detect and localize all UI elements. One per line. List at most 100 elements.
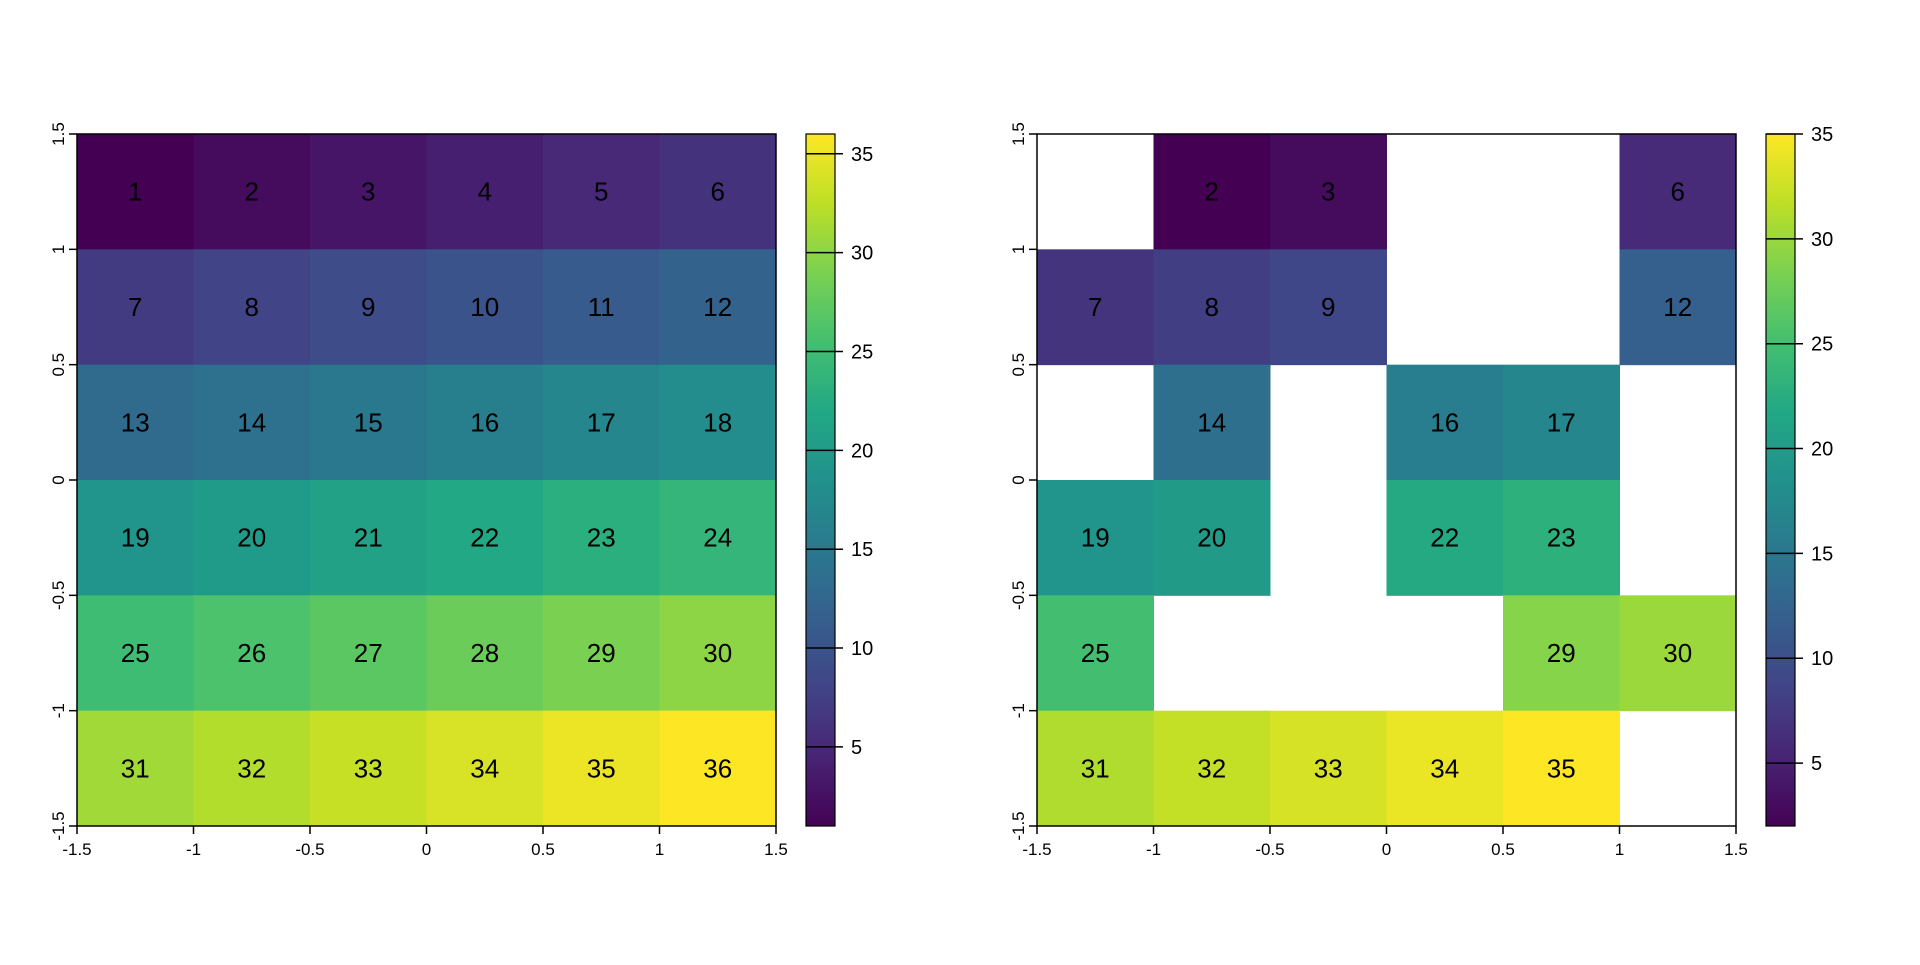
heatmap-cell: [1153, 134, 1271, 250]
heatmap-cell: [310, 249, 427, 366]
cell-label: 9: [1321, 292, 1335, 322]
heatmap-cell: [426, 480, 544, 596]
heatmap-cell: [659, 480, 777, 596]
cell-label: 12: [703, 292, 732, 322]
heatmap-cell: [77, 710, 194, 827]
heatmap-cell: [310, 710, 427, 827]
cell-label: 20: [1197, 523, 1226, 553]
cell-label: 3: [1321, 177, 1335, 207]
heatmap-cell: [193, 134, 311, 250]
x-tick-label: -1: [186, 840, 201, 859]
cell-label: 13: [121, 407, 150, 437]
cell-label: 14: [237, 407, 266, 437]
y-tick-label: 0.5: [49, 353, 68, 377]
cell-label: 24: [703, 523, 732, 553]
cell-label: 27: [354, 638, 383, 668]
heatmap-cell: [1619, 595, 1737, 712]
cell-label: 34: [1430, 753, 1459, 783]
cell-label: 18: [703, 407, 732, 437]
cell-label: 9: [361, 292, 375, 322]
cell-label: 1: [128, 177, 142, 207]
colorbar-tick-label: 20: [1811, 439, 1833, 461]
cell-label: 29: [1547, 638, 1576, 668]
y-tick-label: -1: [49, 703, 68, 718]
cell-label: 19: [121, 523, 150, 553]
heatmap-cell: [77, 480, 194, 596]
heatmap-cell: [193, 364, 311, 481]
x-tick-label: -1.5: [62, 840, 91, 859]
colorbar: [805, 133, 836, 827]
cell-label: 8: [1205, 292, 1219, 322]
y-tick-label: -1.5: [1009, 811, 1028, 840]
heatmap-cell: [1386, 710, 1504, 827]
cell-label: 19: [1081, 523, 1110, 553]
cell-label: 22: [1430, 523, 1459, 553]
heatmap-cell: [193, 480, 311, 596]
heatmap-cell: [1037, 710, 1154, 827]
cell-label: 14: [1197, 407, 1226, 437]
heatmap-cell: [543, 249, 660, 366]
heatmap-cell: [543, 364, 660, 481]
cell-label: 25: [121, 638, 150, 668]
x-tick-label: 0.5: [1491, 840, 1515, 859]
heatmap-cell: [1037, 249, 1154, 366]
colorbar-tick-label: 15: [851, 539, 873, 561]
cell-label: 16: [1430, 407, 1459, 437]
cell-label: 25: [1081, 638, 1110, 668]
y-tick-label: -1.5: [49, 811, 68, 840]
colorbar-tick-label: 25: [851, 341, 873, 363]
heatmap-cell: [310, 134, 427, 250]
y-tick-label: 1: [49, 245, 68, 254]
heatmap-cell: [426, 710, 544, 827]
cell-label: 8: [245, 292, 259, 322]
cell-label: 33: [354, 753, 383, 783]
colorbar-tick-label: 5: [1811, 753, 1822, 775]
heatmap-cell: [193, 249, 311, 366]
cell-label: 7: [128, 292, 142, 322]
heatmap-cell: [659, 595, 777, 712]
cell-label: 21: [354, 523, 383, 553]
y-tick-label: 1.5: [49, 122, 68, 146]
cell-label: 35: [587, 753, 616, 783]
heatmap-cell: [77, 249, 194, 366]
x-tick-label: 1: [1615, 840, 1624, 859]
heatmap-cell: [1153, 710, 1271, 827]
colorbar-tick-label: 35: [851, 144, 873, 166]
colorbar-tick-label: 30: [851, 243, 873, 265]
heatmap-cell: [1503, 364, 1620, 481]
heatmap-cell: [426, 364, 544, 481]
y-tick-label: -0.5: [1009, 581, 1028, 610]
cell-label: 6: [1671, 177, 1685, 207]
x-tick-label: -0.5: [295, 840, 324, 859]
colorbar-tick-label: 20: [851, 440, 873, 462]
cell-label: 23: [1547, 523, 1576, 553]
heatmap-cell: [659, 710, 777, 827]
heatmap-cell: [1270, 134, 1387, 250]
heatmap-cell: [426, 134, 544, 250]
y-tick-label: 0: [1009, 475, 1028, 484]
y-tick-label: 1: [1009, 245, 1028, 254]
colorbar-tick-label: 10: [851, 638, 873, 660]
cell-label: 34: [470, 753, 499, 783]
colorbar-tick-label: 35: [1811, 124, 1833, 146]
cell-label: 20: [237, 523, 266, 553]
x-tick-label: 1: [655, 840, 664, 859]
cell-label: 5: [594, 177, 608, 207]
cell-label: 22: [470, 523, 499, 553]
x-tick-label: 0: [1382, 840, 1391, 859]
colorbar-tick-label: 30: [1811, 229, 1833, 251]
cell-label: 2: [1205, 177, 1219, 207]
heatmap-cell: [659, 249, 777, 366]
heatmap-cell: [426, 595, 544, 712]
cell-label: 29: [587, 638, 616, 668]
heatmap-cell: [1153, 249, 1271, 366]
cell-label: 6: [711, 177, 725, 207]
cell-label: 31: [121, 753, 150, 783]
x-tick-label: 1.5: [1724, 840, 1748, 859]
colorbar-tick-label: 15: [1811, 543, 1833, 565]
cell-label: 16: [470, 407, 499, 437]
x-tick-label: 0.5: [531, 840, 555, 859]
cell-label: 33: [1314, 753, 1343, 783]
